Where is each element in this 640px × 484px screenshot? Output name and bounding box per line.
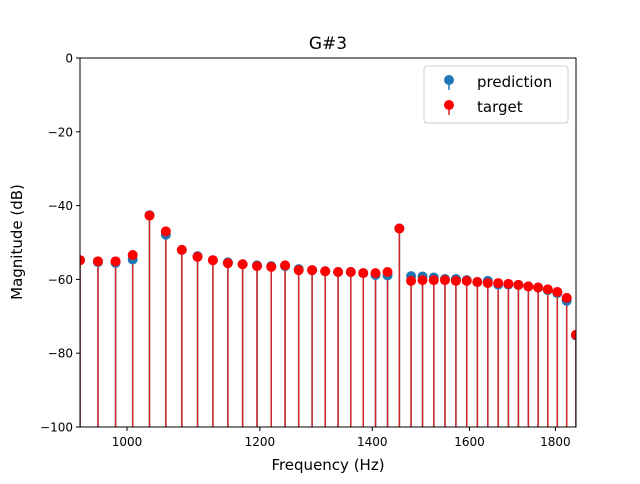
point-target bbox=[503, 278, 514, 289]
point-target bbox=[144, 210, 155, 221]
point-target bbox=[127, 250, 138, 261]
point-target bbox=[533, 282, 544, 293]
y-tick-label: −100 bbox=[40, 421, 73, 435]
point-target bbox=[552, 286, 563, 297]
point-target bbox=[382, 267, 393, 278]
point-target bbox=[345, 267, 356, 278]
point-target bbox=[176, 244, 187, 255]
point-target bbox=[493, 278, 504, 289]
point-target bbox=[222, 258, 233, 269]
legend-marker-target bbox=[444, 100, 454, 115]
point-target bbox=[523, 281, 534, 292]
legend: prediction target bbox=[423, 65, 569, 124]
y-tick-label: 0 bbox=[65, 52, 73, 66]
point-target bbox=[237, 259, 248, 270]
legend-label-target: target bbox=[477, 98, 523, 116]
point-target bbox=[370, 268, 381, 279]
point-target bbox=[192, 251, 203, 262]
x-axis-label: Frequency (Hz) bbox=[271, 456, 384, 474]
point-target bbox=[280, 260, 291, 271]
x-tick-label: 1200 bbox=[245, 435, 276, 449]
y-tick-label: −60 bbox=[48, 273, 73, 287]
point-target bbox=[513, 279, 524, 290]
point-target bbox=[320, 266, 331, 277]
x-tick-label: 1000 bbox=[112, 435, 143, 449]
point-target bbox=[92, 256, 103, 267]
point-target bbox=[561, 292, 572, 303]
point-target bbox=[307, 265, 318, 276]
y-axis-label: Magnitude (dB) bbox=[8, 184, 26, 300]
point-target bbox=[160, 226, 171, 237]
x-tick-label: 1800 bbox=[540, 435, 571, 449]
point-target bbox=[266, 261, 277, 272]
point-target bbox=[472, 276, 483, 287]
legend-label-prediction: prediction bbox=[477, 73, 552, 91]
point-target bbox=[110, 256, 121, 267]
point-target bbox=[542, 284, 553, 295]
point-target bbox=[428, 275, 439, 286]
stems-layer bbox=[80, 210, 576, 427]
point-target bbox=[394, 223, 405, 234]
point-target bbox=[450, 275, 461, 286]
chart-title: G#3 bbox=[309, 34, 347, 54]
legend-box bbox=[423, 65, 569, 124]
x-tick-label: 1600 bbox=[454, 435, 485, 449]
point-target bbox=[207, 255, 218, 266]
legend-marker-prediction bbox=[444, 75, 454, 90]
point-target bbox=[293, 265, 304, 276]
x-axis-ticks: 1000 1200 1400 1600 1800 bbox=[112, 427, 571, 449]
point-target bbox=[571, 329, 576, 340]
point-target bbox=[461, 275, 472, 286]
point-target bbox=[417, 275, 428, 286]
y-axis-ticks: 0 −20 −40 −60 −80 −100 bbox=[40, 52, 80, 435]
plot-frame bbox=[79, 57, 577, 428]
point-target bbox=[358, 268, 369, 279]
y-tick-label: −40 bbox=[48, 199, 73, 213]
y-tick-label: −80 bbox=[48, 347, 73, 361]
x-tick-label: 1400 bbox=[357, 435, 388, 449]
point-target bbox=[252, 261, 263, 272]
point-target bbox=[482, 278, 493, 289]
point-target bbox=[406, 275, 417, 286]
point-target bbox=[80, 255, 85, 266]
point-target bbox=[333, 267, 344, 278]
y-tick-label: −20 bbox=[48, 125, 73, 139]
point-target bbox=[439, 275, 450, 286]
